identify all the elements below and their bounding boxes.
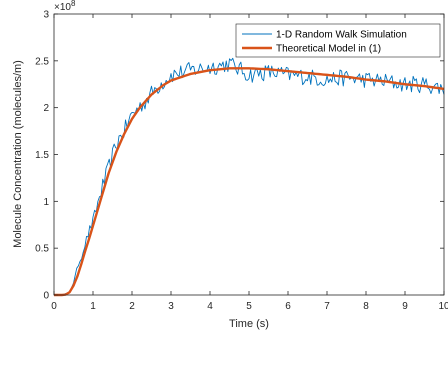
y-multiplier: ×108 <box>54 0 76 13</box>
x-tick-label-3: 3 <box>168 301 174 312</box>
x-tick-label-0: 0 <box>51 301 57 312</box>
plot-area <box>54 14 444 295</box>
ticks-layer: 0 1 2 3 4 5 6 7 8 9 10 0 0.5 1 1.5 2 2.5 3 <box>35 10 448 313</box>
y-tick-label-3: 1.5 <box>35 150 49 161</box>
legend-label-simulation: 1-D Random Walk Simulation <box>276 30 407 41</box>
series-line-1 <box>54 67 445 297</box>
y-tick-label-2: 1 <box>43 197 49 208</box>
y-tick-label-5: 2.5 <box>35 56 49 67</box>
x-tick-label-4: 4 <box>207 301 213 312</box>
x-tick-label-5: 5 <box>246 301 252 312</box>
y-tick-label-4: 2 <box>43 103 49 114</box>
x-tick-label-7: 7 <box>324 301 330 312</box>
x-axis-label: Time (s) <box>229 318 269 330</box>
x-tick-label-1: 1 <box>90 301 96 312</box>
data-layer <box>54 57 445 297</box>
legend: 1-D Random Walk Simulation Theoretical M… <box>235 23 441 58</box>
legend-label-model: Theoretical Model in (1) <box>276 44 381 55</box>
y-multiplier-exponent: 8 <box>71 0 76 8</box>
y-tick-label-0: 0 <box>43 291 49 302</box>
y-tick-label-6: 3 <box>43 10 49 21</box>
x-tick-label-6: 6 <box>285 301 291 312</box>
y-axis-label: Molecule Concentration (molecules/m) <box>12 60 24 248</box>
x-tick-label-8: 8 <box>363 301 369 312</box>
x-tick-label-9: 9 <box>402 301 408 312</box>
y-tick-label-1: 0.5 <box>35 244 49 255</box>
x-tick-label-10: 10 <box>438 301 448 312</box>
x-tick-label-2: 2 <box>129 301 135 312</box>
legend-box <box>235 23 441 58</box>
